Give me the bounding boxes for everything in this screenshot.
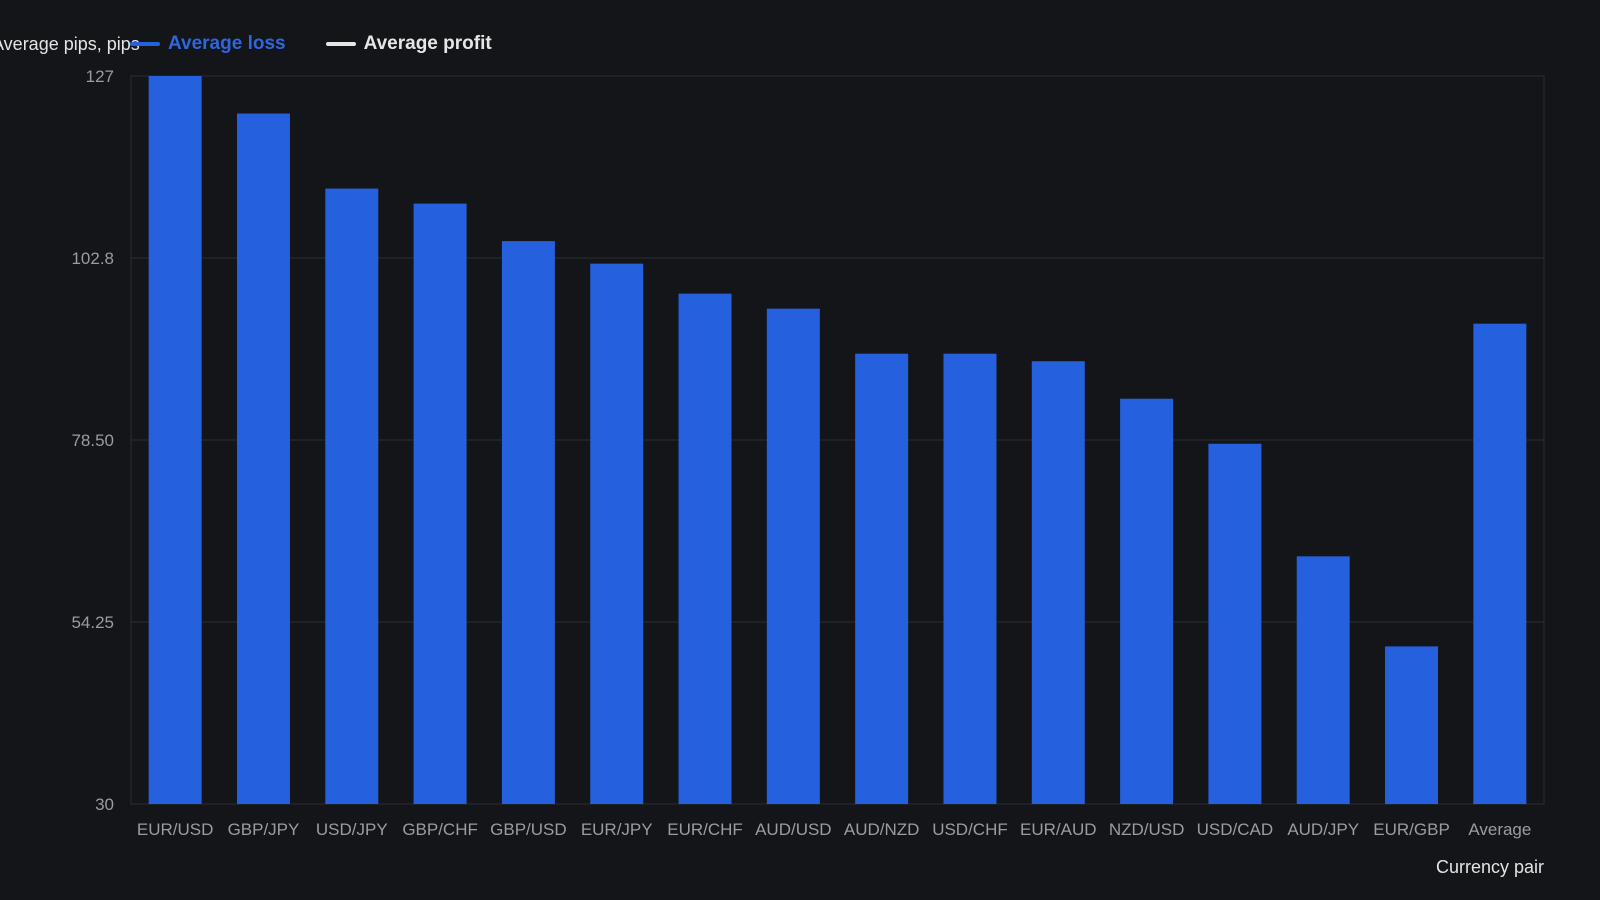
- x-tick-label: AUD/NZD: [844, 820, 920, 839]
- bar-eur-jpy[interactable]: [590, 263, 644, 804]
- x-tick-label: EUR/CHF: [667, 820, 743, 839]
- x-tick-label: Average: [1468, 820, 1531, 839]
- bar-eur-usd[interactable]: [148, 76, 202, 804]
- x-tick-label: GBP/JPY: [228, 820, 300, 839]
- y-tick-label: 30: [95, 795, 114, 814]
- bar-gbp-usd[interactable]: [501, 241, 555, 804]
- legend-item-average-profit[interactable]: Average profit: [325, 33, 492, 55]
- y-axis-title: Average pips, pips: [0, 34, 140, 54]
- bar-eur-aud[interactable]: [1031, 361, 1085, 804]
- chart-bars: [148, 76, 1527, 805]
- bar-aud-jpy[interactable]: [1296, 556, 1350, 804]
- x-tick-label: EUR/AUD: [1020, 820, 1097, 839]
- legend-label-average-profit: Average profit: [363, 33, 492, 54]
- y-tick-label: 127: [86, 67, 114, 86]
- bar-eur-gbp[interactable]: [1385, 646, 1439, 804]
- x-tick-label: USD/CAD: [1197, 820, 1274, 839]
- bar-aud-nzd[interactable]: [855, 353, 909, 804]
- bar-nzd-usd[interactable]: [1120, 398, 1174, 804]
- legend-swatch-average-loss: [130, 42, 160, 46]
- y-axis-ticks: 30 54.25 78.50 102.8 127: [71, 67, 114, 814]
- bar-aud-usd[interactable]: [766, 308, 820, 804]
- x-tick-label: USD/JPY: [316, 820, 388, 839]
- y-tick-label: 78.50: [71, 431, 114, 450]
- x-axis-title: Currency pair: [1435, 857, 1544, 877]
- x-tick-label: EUR/GBP: [1373, 820, 1450, 839]
- bar-average[interactable]: [1473, 323, 1527, 804]
- x-tick-label: EUR/JPY: [581, 820, 653, 839]
- x-tick-label: GBP/USD: [490, 820, 567, 839]
- x-tick-label: USD/CHF: [932, 820, 1008, 839]
- bar-gbp-chf[interactable]: [413, 203, 467, 804]
- bar-usd-chf[interactable]: [943, 353, 997, 804]
- y-tick-label: 102.8: [71, 249, 114, 268]
- x-tick-label: NZD/USD: [1109, 820, 1185, 839]
- legend-label-average-loss: Average loss: [168, 33, 286, 54]
- x-tick-label: AUD/USD: [755, 820, 832, 839]
- x-tick-label: AUD/JPY: [1287, 820, 1359, 839]
- bar-usd-jpy[interactable]: [325, 188, 379, 804]
- bar-usd-cad[interactable]: [1208, 443, 1262, 804]
- legend-item-average-loss[interactable]: Average loss: [130, 33, 286, 55]
- legend-swatch-average-profit: [325, 42, 356, 46]
- x-tick-label: GBP/CHF: [402, 820, 478, 839]
- chart-legend: Average loss Average profit: [130, 33, 532, 55]
- y-tick-label: 54.25: [71, 613, 114, 632]
- x-axis-ticks: EUR/USD GBP/JPY USD/JPY GBP/CHF GBP/USD EUR/J…: [137, 820, 1531, 839]
- bar-eur-chf[interactable]: [678, 293, 732, 804]
- x-tick-label: EUR/USD: [137, 820, 214, 839]
- bar-gbp-jpy[interactable]: [236, 113, 290, 805]
